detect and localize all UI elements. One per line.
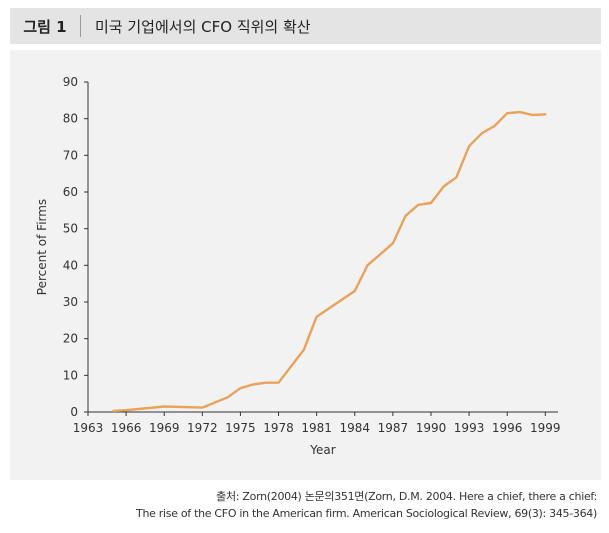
y-tick-label: 90: [63, 75, 78, 89]
figure-number: 그림 1: [23, 17, 67, 36]
source-line-1: 출처: Zorn(2004) 논문의351면(Zorn, D.M. 2004. …: [216, 490, 597, 503]
x-axis-title: Year: [309, 443, 335, 457]
x-tick-label: 1981: [301, 421, 332, 435]
line-chart: 0 10 20 30 40 50 60 70 80 90 1963 1966 1969 1972 1975 1…: [35, 75, 561, 457]
x-tick-label: 1975: [225, 421, 256, 435]
x-tick-label: 1987: [378, 421, 409, 435]
x-tick-label: 1993: [454, 421, 485, 435]
x-tick-label: 1972: [187, 421, 218, 435]
x-tick-label: 1996: [492, 421, 523, 435]
figure-title: 미국 기업에서의 CFO 직위의 확산: [95, 17, 311, 36]
y-tick-label: 40: [63, 258, 78, 272]
source-citation: 출처: Zorn(2004) 논문의351면(Zorn, D.M. 2004. …: [136, 488, 597, 522]
chart-panel: 0 10 20 30 40 50 60 70 80 90 1963 1966 1969 1972 1975 1…: [10, 50, 601, 480]
series-line: [112, 110, 547, 413]
figure-header: 그림 1 미국 기업에서의 CFO 직위의 확산: [10, 8, 601, 44]
source-line-2: The rise of the CFO in the American firm…: [136, 507, 597, 520]
x-tick-label: 1963: [73, 421, 104, 435]
y-tick-label: 0: [70, 405, 78, 419]
x-tick-label: 1966: [111, 421, 142, 435]
y-tick-label: 80: [63, 112, 78, 126]
y-tick-label: 50: [63, 222, 78, 236]
y-axis-title: Percent of Firms: [35, 199, 49, 295]
x-tick-label: 1984: [339, 421, 370, 435]
y-tick-label: 70: [63, 148, 78, 162]
x-tick-label: 1999: [530, 421, 561, 435]
y-tick-label: 60: [63, 185, 78, 199]
header-divider: [80, 15, 81, 37]
x-tick-label: 1990: [416, 421, 447, 435]
y-tick-label: 20: [63, 332, 78, 346]
y-tick-label: 10: [63, 368, 78, 382]
x-tick-label: 1969: [149, 421, 180, 435]
y-tick-label: 30: [63, 295, 78, 309]
x-tick-label: 1978: [263, 421, 294, 435]
